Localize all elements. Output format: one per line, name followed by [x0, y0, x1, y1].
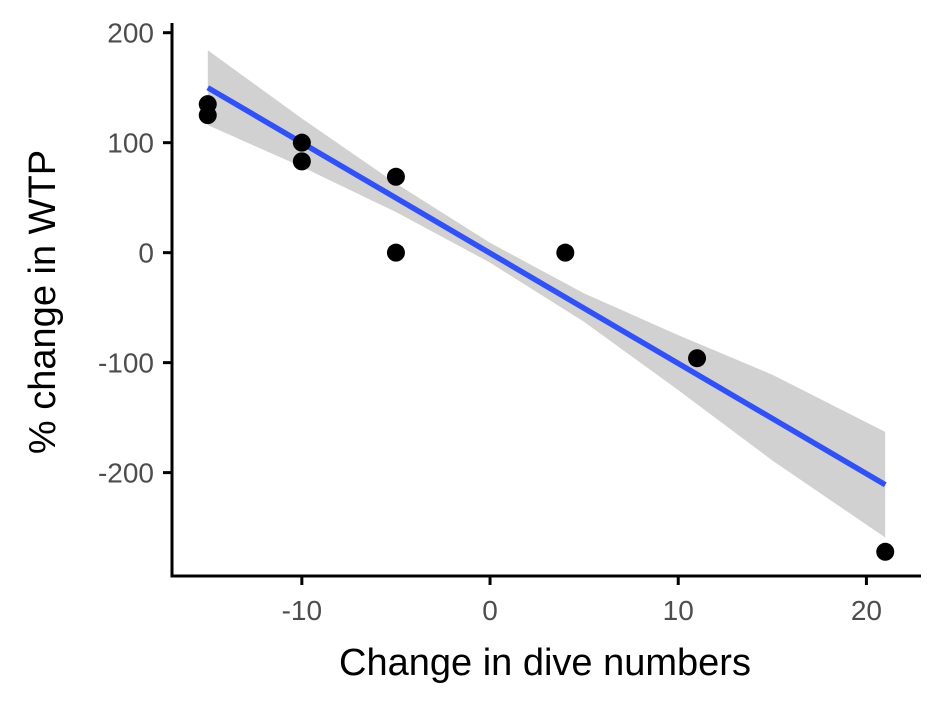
regression-line	[206, 85, 887, 488]
x-tick-label: 0	[482, 595, 498, 626]
y-tick-label: 0	[138, 238, 154, 269]
data-point	[292, 133, 311, 152]
fit-line-layer	[206, 85, 887, 488]
data-point	[386, 167, 405, 186]
y-axis-title: % change in WTP	[22, 150, 64, 454]
y-tick-label: -200	[98, 458, 154, 489]
y-tick-label: -100	[98, 348, 154, 379]
data-points-layer	[198, 95, 895, 561]
data-point	[198, 106, 217, 125]
confidence-band	[207, 50, 886, 538]
x-axis-title: Change in dive numbers	[339, 642, 751, 684]
confidence-band-layer	[207, 50, 886, 538]
data-point	[292, 152, 311, 171]
y-tick-label: 200	[107, 18, 154, 49]
x-tick-label: 10	[663, 595, 694, 626]
data-point	[688, 349, 707, 368]
data-point	[386, 243, 405, 262]
data-point	[876, 542, 895, 561]
x-tick-label: 20	[851, 595, 882, 626]
y-tick-label: 100	[107, 128, 154, 159]
data-point	[556, 243, 575, 262]
x-tick-label: -10	[282, 595, 322, 626]
